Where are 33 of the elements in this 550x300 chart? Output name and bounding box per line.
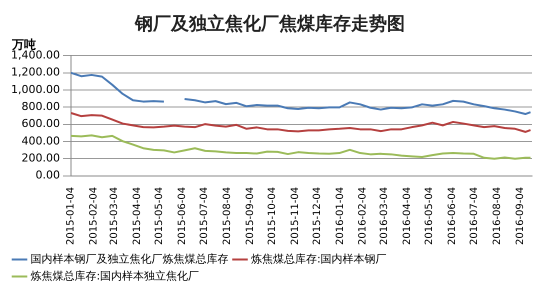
y-axis-title: 万吨	[11, 38, 36, 52]
x-tick-label: 2015-08-04	[222, 186, 233, 246]
y-tick-label: 1,200.00	[11, 66, 60, 79]
y-tick-label: 400.00	[21, 134, 60, 148]
x-tick-label: 2016-09-04	[514, 186, 526, 246]
y-tick-label: 800.00	[21, 100, 60, 114]
x-tick-label: 2016-06-04	[446, 186, 458, 246]
legend-label: 炼焦煤总库存:国内样本独立焦化厂	[30, 269, 200, 282]
x-tick-label: 2015-03-04	[109, 186, 120, 246]
x-tick-label: 2015-10-04	[266, 186, 278, 246]
x-tick-label: 2016-02-04	[358, 186, 369, 246]
x-tick-label: 2015-11-04	[290, 186, 301, 246]
x-tick-label: 2016-05-04	[424, 186, 436, 246]
y-tick-label: 0.00	[35, 168, 60, 182]
legend-label: 国内样本钢厂及独立焦化厂炼焦煤总库存	[30, 252, 228, 266]
x-tick-label: 2016-08-04	[492, 186, 503, 246]
y-tick-label: 200.00	[21, 152, 60, 165]
x-tick-label: 2016-01-04	[334, 186, 346, 246]
legend-label: 炼焦煤总库存:国内样本钢厂	[251, 252, 387, 266]
chart-title: 钢厂及独立焦化厂焦煤库存走势图	[134, 13, 405, 34]
x-tick-label: 2015-07-04	[199, 186, 210, 246]
x-tick-label: 2015-02-04	[88, 186, 100, 246]
x-tick-label: 2016-04-04	[402, 186, 413, 246]
x-tick-label: 2016-07-04	[469, 186, 480, 246]
y-tick-label: 600.00	[21, 117, 60, 130]
x-tick-label: 2016-03-04	[379, 186, 390, 246]
y-tick-label: 1,000.00	[11, 82, 60, 96]
x-tick-label: 2015-09-04	[244, 186, 256, 246]
x-tick-label: 2015-06-04	[176, 186, 188, 246]
x-tick-label: 2015-01-04	[66, 186, 77, 246]
x-tick-label: 2015-04-04	[132, 186, 143, 246]
x-tick-label: 2015-05-04	[154, 186, 166, 246]
x-tick-label: 2015-12-04	[312, 186, 323, 246]
